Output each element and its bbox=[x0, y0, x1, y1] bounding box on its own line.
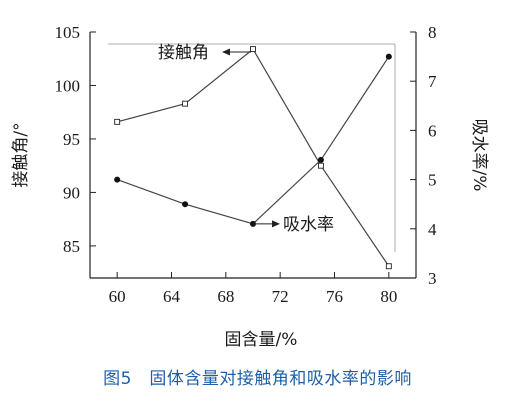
data-point-square bbox=[317, 162, 324, 169]
x-tick-label: 72 bbox=[272, 287, 289, 306]
x-tick-label: 60 bbox=[109, 287, 126, 306]
series-layer bbox=[114, 46, 392, 270]
x-tick-label: 80 bbox=[380, 287, 397, 306]
left-y-tick-label: 85 bbox=[63, 237, 80, 256]
series-line-2 bbox=[116, 56, 390, 225]
right-y-tick-label: 8 bbox=[428, 23, 437, 42]
data-point-square bbox=[385, 263, 392, 270]
left-y-tick-label: 90 bbox=[63, 183, 80, 202]
left-y-axis-label: 接触角/° bbox=[11, 122, 31, 187]
x-tick-label: 76 bbox=[326, 287, 343, 306]
data-point-circle bbox=[385, 53, 392, 60]
left-y-tick-label: 100 bbox=[55, 76, 81, 95]
right-y-axis: 3 4 5 6 7 8 bbox=[410, 23, 437, 288]
right-y-axis-label: 吸水率/% bbox=[469, 119, 489, 192]
annotation-arrowhead bbox=[222, 48, 230, 56]
x-tick-label: 64 bbox=[163, 287, 181, 306]
right-y-tick-label: 3 bbox=[428, 269, 437, 288]
annotation-contact-angle: 接触角 bbox=[158, 43, 209, 63]
data-point-square bbox=[250, 46, 256, 53]
annotation-arrowhead bbox=[272, 220, 280, 228]
series-line-1 bbox=[117, 48, 390, 267]
data-point-square bbox=[114, 118, 121, 125]
annotation-water-absorption: 吸水率 bbox=[283, 215, 334, 235]
x-tick-label: 68 bbox=[217, 287, 234, 306]
data-point-circle bbox=[182, 201, 189, 208]
right-y-tick-label: 4 bbox=[428, 220, 437, 239]
data-point-square bbox=[182, 100, 189, 107]
left-y-tick-label: 105 bbox=[55, 23, 81, 42]
x-axis: 60 64 68 72 76 80 bbox=[109, 272, 397, 306]
right-y-tick-label: 5 bbox=[428, 171, 437, 190]
left-y-axis: 85 90 95 100 105 bbox=[55, 23, 96, 256]
data-point-circle bbox=[317, 156, 324, 163]
left-y-tick-label: 95 bbox=[63, 130, 80, 149]
x-axis-label: 固含量/% bbox=[225, 330, 298, 350]
right-y-tick-label: 6 bbox=[428, 121, 437, 140]
right-y-tick-label: 7 bbox=[428, 72, 437, 91]
plot-frame bbox=[89, 32, 417, 279]
figure-caption: 图5 固体含量对接触角和吸水率的影响 bbox=[103, 369, 412, 389]
data-point-circle bbox=[114, 176, 121, 183]
